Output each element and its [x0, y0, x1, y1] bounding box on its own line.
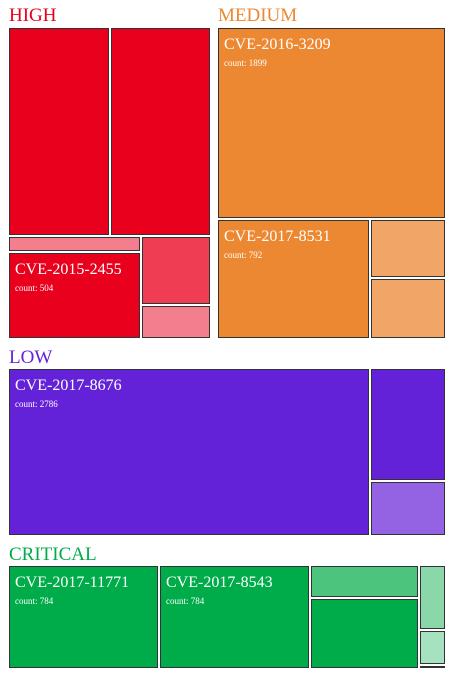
- cell-cve-2017-8676[interactable]: CVE-2017-8676 count: 2786: [9, 369, 369, 535]
- cell-cve-2015-2455[interactable]: CVE-2015-2455 count: 504: [9, 253, 140, 338]
- cell-critical-4[interactable]: [420, 566, 445, 629]
- cell-cve-2017-8543[interactable]: CVE-2017-8543 count: 784: [160, 566, 309, 668]
- cell-cve-2017-11771[interactable]: CVE-2017-11771 count: 784: [9, 566, 158, 668]
- cell-critical-2[interactable]: [311, 566, 418, 597]
- cell-count-label: count: 784: [15, 596, 53, 606]
- cell-high-2[interactable]: [9, 237, 140, 251]
- cell-critical-5[interactable]: [420, 631, 445, 664]
- cell-high-5[interactable]: [142, 306, 210, 338]
- cell-medium-3[interactable]: [371, 279, 445, 338]
- group-label-low: LOW: [9, 348, 52, 367]
- cell-label: CVE-2017-8543: [166, 574, 273, 591]
- cell-label: CVE-2015-2455: [15, 261, 122, 278]
- group-label-critical: CRITICAL: [9, 545, 97, 564]
- cell-critical-3[interactable]: [311, 599, 418, 668]
- cell-cve-2017-8531[interactable]: CVE-2017-8531 count: 792: [218, 220, 369, 338]
- cell-cve-2016-3209[interactable]: CVE-2016-3209 count: 1899: [218, 28, 445, 218]
- cell-critical-6[interactable]: [420, 666, 445, 668]
- cell-medium-2[interactable]: [371, 220, 445, 277]
- cell-label: CVE-2017-8531: [224, 228, 331, 245]
- cell-low-2[interactable]: [371, 482, 445, 535]
- cell-label: CVE-2016-3209: [224, 36, 331, 53]
- cell-high-0[interactable]: [9, 28, 109, 235]
- cell-count-label: count: 2786: [15, 399, 58, 409]
- cell-high-1[interactable]: [111, 28, 210, 235]
- group-label-high: HIGH: [9, 6, 57, 25]
- cell-label: CVE-2017-8676: [15, 377, 122, 394]
- cell-high-4[interactable]: [142, 237, 210, 304]
- cell-low-1[interactable]: [371, 369, 445, 480]
- cell-label: CVE-2017-11771: [15, 574, 129, 591]
- cell-count-label: count: 504: [15, 283, 53, 293]
- group-label-medium: MEDIUM: [218, 6, 297, 25]
- cell-count-label: count: 784: [166, 596, 204, 606]
- cell-count-label: count: 792: [224, 250, 262, 260]
- cell-count-label: count: 1899: [224, 58, 267, 68]
